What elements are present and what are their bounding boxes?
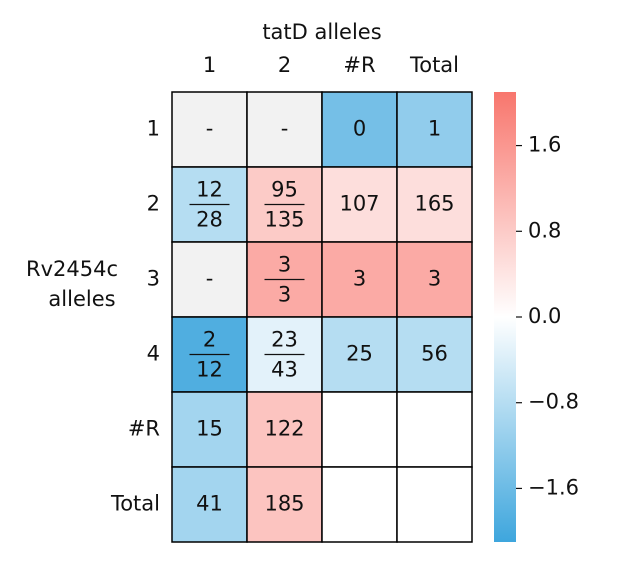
cell-denominator: 12 — [196, 358, 223, 382]
cell-numerator: 12 — [196, 178, 223, 202]
cell-label: 56 — [421, 342, 448, 366]
y-axis-label: Rv2454c — [26, 257, 118, 281]
colorbar — [494, 92, 516, 542]
cell-numerator: 3 — [278, 253, 291, 277]
x-tick-label: Total — [409, 53, 459, 77]
heatmap-cell — [321, 91, 398, 168]
cell-denominator: 28 — [196, 208, 223, 232]
cell-label: 15 — [196, 417, 223, 441]
x-tick-label: #R — [343, 53, 375, 77]
cell-denominator: 135 — [264, 208, 304, 232]
heatmap-cell — [396, 466, 473, 543]
cell-numerator: 95 — [271, 178, 298, 202]
cell-denominator: 3 — [278, 283, 291, 307]
heatmap-cell — [246, 466, 323, 543]
cell-numerator: 2 — [203, 328, 216, 352]
heatmap-cell — [321, 166, 398, 243]
heatmap-cell — [321, 391, 398, 468]
cell-denominator: 43 — [271, 358, 298, 382]
colorbar-tick-label: 1.6 — [528, 133, 561, 157]
heatmap-cell — [246, 391, 323, 468]
colorbar-tick-label: 0.8 — [528, 218, 561, 242]
y-tick-label: #R — [128, 417, 160, 441]
cell-label: - — [281, 117, 289, 141]
cell-label: 25 — [346, 342, 373, 366]
cell-label: - — [206, 267, 214, 291]
cell-label: 122 — [264, 417, 304, 441]
y-tick-label: 3 — [147, 267, 160, 291]
heatmap-cell — [321, 466, 398, 543]
heatmap-cell — [396, 391, 473, 468]
cell-numerator: 23 — [271, 328, 298, 352]
heatmap-cell — [171, 391, 248, 468]
cell-label: 41 — [196, 492, 223, 516]
cell-label: 0 — [353, 117, 366, 141]
x-tick-label: 2 — [278, 53, 291, 77]
heatmap-cell — [246, 91, 323, 168]
x-tick-label: 1 — [203, 53, 216, 77]
x-axis-label: tatD alleles — [262, 20, 381, 44]
cell-label: 1 — [428, 117, 441, 141]
y-tick-label: 4 — [147, 342, 160, 366]
cell-label: 3 — [353, 267, 366, 291]
y-tick-label: 2 — [147, 192, 160, 216]
y-axis-label: alleles — [48, 287, 115, 311]
heatmap-cell — [321, 316, 398, 393]
cell-label: 165 — [414, 192, 454, 216]
heatmap-cell — [396, 316, 473, 393]
heatmap-cell — [171, 91, 248, 168]
heatmap-cell — [171, 466, 248, 543]
y-tick-label: 1 — [147, 117, 160, 141]
cell-label: 3 — [428, 267, 441, 291]
colorbar-tick-label: −0.8 — [528, 390, 579, 414]
colorbar-tick-label: −1.6 — [528, 475, 579, 499]
cell-label: 185 — [264, 492, 304, 516]
y-tick-label: Total — [110, 492, 160, 516]
heatmap-cell — [396, 241, 473, 318]
cell-label: - — [206, 117, 214, 141]
colorbar-tick-label: 0.0 — [528, 304, 561, 328]
heatmap-cell — [396, 91, 473, 168]
cell-label: 107 — [339, 192, 379, 216]
